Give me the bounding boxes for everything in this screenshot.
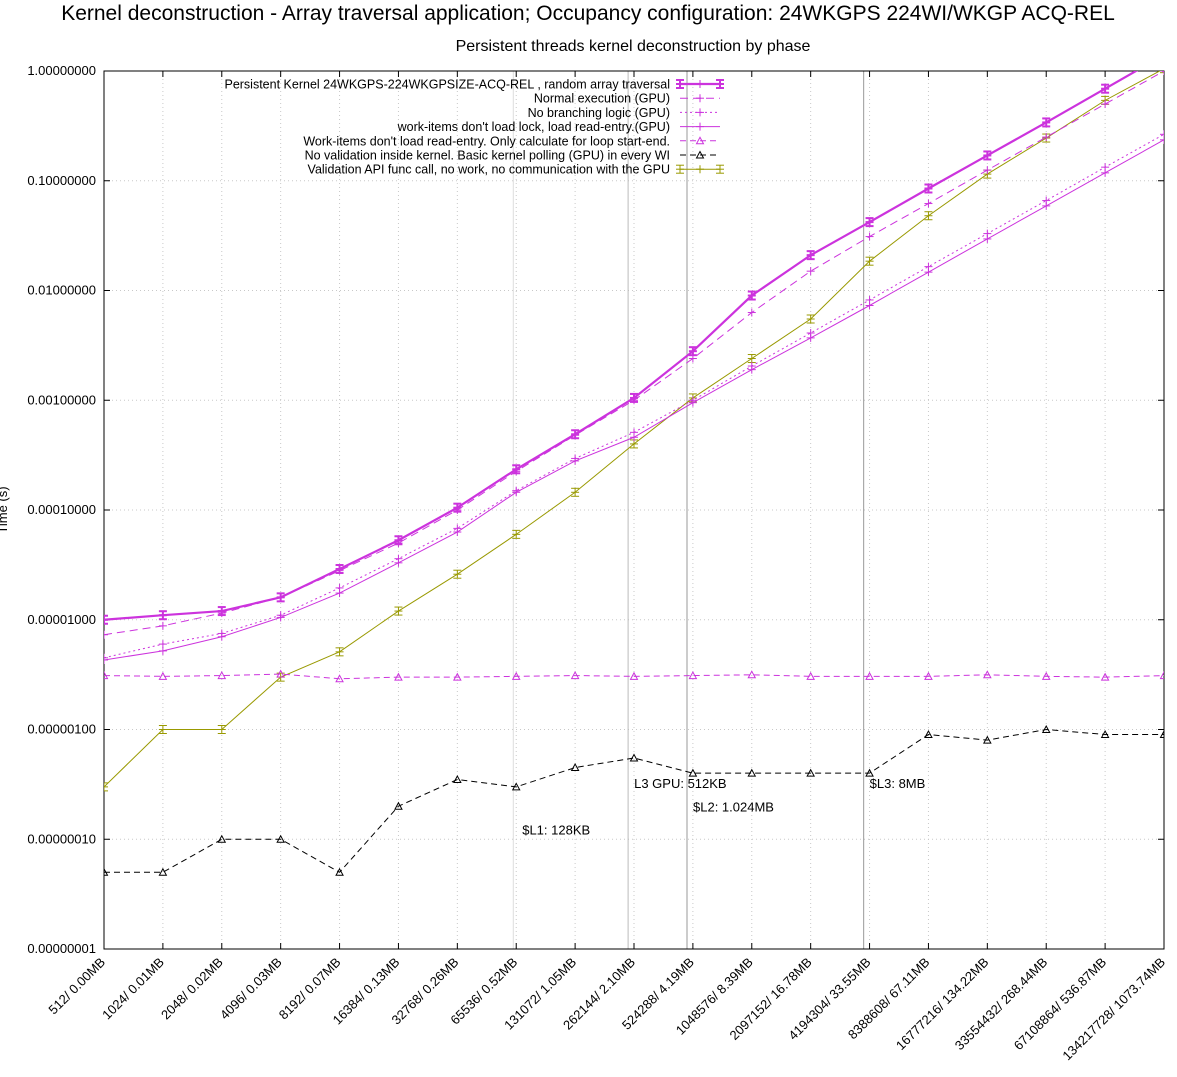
point-marker bbox=[865, 768, 874, 777]
point-marker bbox=[747, 670, 757, 679]
y-tick-label: 0.00000100 bbox=[27, 722, 96, 737]
y-tick-label: 0.01000000 bbox=[27, 283, 96, 298]
y-tick-label: 0.00001000 bbox=[27, 612, 96, 627]
point-marker bbox=[335, 867, 344, 876]
series-0 bbox=[104, 71, 1139, 625]
annotation-label: L3 GPU: 512KB bbox=[634, 776, 727, 791]
point-marker bbox=[1100, 672, 1110, 681]
series-2 bbox=[104, 130, 1164, 662]
y-tick-label: 0.00010000 bbox=[27, 502, 96, 517]
point-marker bbox=[1159, 671, 1164, 680]
point-marker bbox=[1041, 671, 1051, 680]
point-marker bbox=[1100, 729, 1110, 739]
legend-entry: Validation API func call, no work, no co… bbox=[308, 163, 724, 177]
legend-label: Normal execution (GPU) bbox=[534, 92, 670, 106]
x-tick-label: 134217728/ 1073.74MB bbox=[1059, 955, 1168, 1064]
axes: 0.00000001 0.00000010 0.00000100 0.00001000… bbox=[27, 63, 1168, 1063]
point-marker bbox=[1159, 729, 1164, 739]
point-marker bbox=[924, 729, 933, 739]
point-marker bbox=[688, 768, 698, 777]
point-marker bbox=[394, 672, 403, 681]
point-marker bbox=[276, 834, 286, 843]
point-marker bbox=[806, 671, 816, 680]
y-tick-label: 0.10000000 bbox=[27, 173, 96, 188]
y-tick-label: 0.00000001 bbox=[27, 941, 96, 956]
point-marker bbox=[747, 768, 757, 777]
point-marker bbox=[629, 671, 639, 680]
annotation-label: $L1: 128KB bbox=[522, 823, 590, 838]
point-marker bbox=[629, 753, 639, 762]
series-line bbox=[104, 728, 1164, 873]
point-marker bbox=[806, 768, 816, 777]
point-marker bbox=[982, 735, 992, 744]
point-marker bbox=[695, 150, 705, 159]
point-marker bbox=[688, 671, 698, 680]
point-marker bbox=[865, 671, 874, 680]
legend-entry: Work-items don't load read-entry. Only c… bbox=[303, 134, 720, 148]
cache-markers bbox=[512, 71, 865, 949]
point-marker bbox=[394, 801, 403, 810]
grid bbox=[103, 71, 1165, 949]
x-tick-label: 4096/ 0.03MB bbox=[217, 955, 285, 1023]
point-marker bbox=[1041, 724, 1051, 733]
x-tick-label: 2048/ 0.02MB bbox=[158, 955, 226, 1023]
point-marker bbox=[570, 763, 580, 772]
y-axis-label: Time (s) bbox=[0, 486, 10, 533]
point-marker bbox=[335, 674, 344, 683]
x-tick-label: 512/ 0.00MB bbox=[45, 955, 108, 1018]
series-5 bbox=[104, 724, 1164, 876]
chart-subtitle: Persistent threads kernel deconstruction… bbox=[456, 38, 811, 55]
chart-title: Kernel deconstruction - Array traversal … bbox=[61, 2, 1115, 25]
y-tick-label: 0.00000010 bbox=[27, 831, 96, 846]
legend-label: Work-items don't load read-entry. Only c… bbox=[303, 134, 670, 148]
legend-entry: work-items don't load lock, load read-en… bbox=[397, 120, 720, 134]
y-tick-label: 0.00100000 bbox=[27, 392, 96, 407]
plot-frame bbox=[103, 70, 1165, 950]
annotations: $L1: 128KB L3 GPU: 512KB $L2: 1.024MB $L3: … bbox=[522, 776, 925, 838]
y-tick-label: 1.00000000 bbox=[27, 63, 96, 78]
series-group bbox=[104, 71, 1164, 876]
point-marker bbox=[158, 671, 168, 680]
legend-label: work-items don't load lock, load read-en… bbox=[397, 120, 670, 134]
series-line bbox=[104, 673, 1164, 680]
point-marker bbox=[217, 834, 227, 843]
legend-entry: No validation inside kernel. Basic kerne… bbox=[305, 149, 720, 163]
point-marker bbox=[217, 671, 227, 680]
point-marker bbox=[452, 774, 462, 784]
point-marker bbox=[695, 136, 705, 145]
legend-entry: Normal execution (GPU) bbox=[534, 92, 720, 106]
point-marker bbox=[924, 671, 933, 680]
point-marker bbox=[570, 671, 580, 680]
point-marker bbox=[511, 782, 521, 791]
legend-label: Persistent Kernel 24WKGPS-224WKGPSIZE-AC… bbox=[224, 78, 670, 92]
legend-entry: Persistent Kernel 24WKGPS-224WKGPSIZE-AC… bbox=[224, 78, 724, 92]
legend: Persistent Kernel 24WKGPS-224WKGPSIZE-AC… bbox=[224, 78, 724, 177]
legend-label: No validation inside kernel. Basic kerne… bbox=[305, 149, 670, 163]
point-marker bbox=[452, 672, 462, 681]
annotation-label: $L3: 8MB bbox=[870, 776, 926, 791]
point-marker bbox=[104, 867, 109, 876]
point-marker bbox=[511, 671, 521, 680]
legend-label: Validation API func call, no work, no co… bbox=[308, 163, 670, 177]
point-marker bbox=[158, 867, 168, 876]
series-4 bbox=[104, 669, 1164, 683]
legend-label: No branching logic (GPU) bbox=[528, 106, 670, 120]
annotation-label: $L2: 1.024MB bbox=[693, 799, 774, 814]
point-marker bbox=[276, 669, 286, 678]
point-marker bbox=[982, 670, 992, 679]
x-tick-label: 1024/ 0.01MB bbox=[99, 955, 167, 1023]
point-marker bbox=[104, 671, 109, 680]
legend-entry: No branching logic (GPU) bbox=[528, 106, 720, 120]
